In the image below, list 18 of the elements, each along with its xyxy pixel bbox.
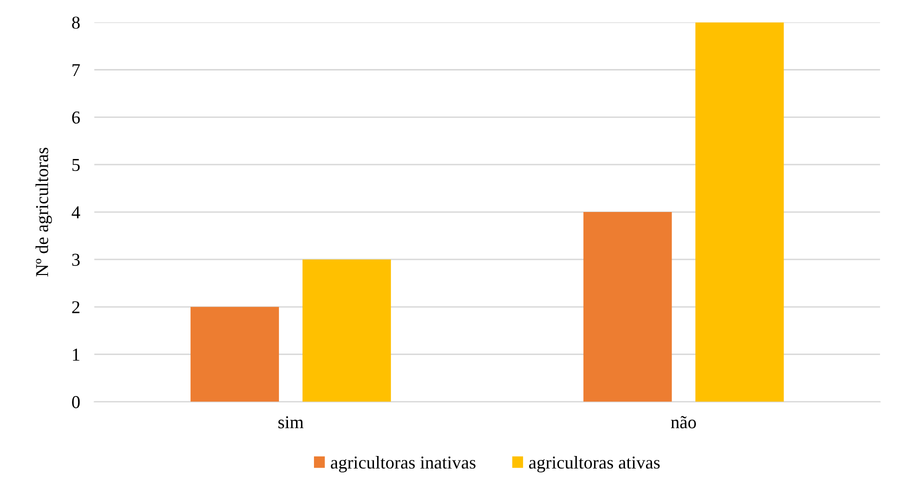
bar — [190, 306, 279, 402]
y-tick-label: 1 — [72, 348, 80, 361]
bar — [583, 212, 672, 402]
y-tick-label: 4 — [72, 206, 80, 218]
legend-label: agricultoras ativas — [529, 456, 660, 472]
y-tick-label: 0 — [72, 396, 80, 408]
y-tick-label: 2 — [72, 301, 80, 314]
y-tick-label: 6 — [72, 111, 80, 124]
y-tick-label: 5 — [72, 159, 80, 172]
bar — [695, 22, 784, 402]
y-axis-title: Nº de agricultoras — [36, 148, 52, 276]
y-tick-label: 7 — [72, 64, 80, 76]
x-tick-label: sim — [278, 416, 304, 428]
x-tick-label: não — [670, 416, 696, 428]
bar — [302, 259, 391, 402]
y-tick-label: 8 — [72, 16, 80, 29]
legend-label: agricultoras inativas — [330, 456, 476, 472]
y-tick-label: 3 — [72, 254, 80, 266]
